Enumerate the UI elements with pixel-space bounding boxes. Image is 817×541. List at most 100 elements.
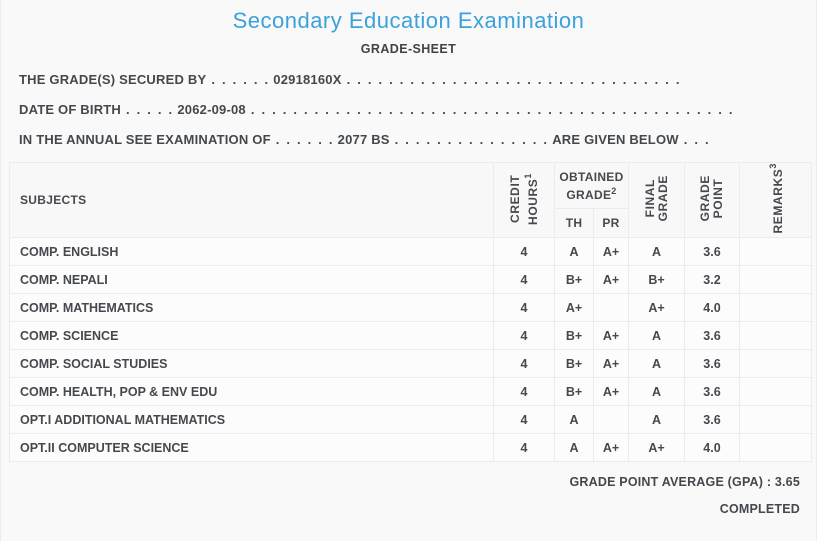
th-grade-cell: B+ <box>554 321 594 350</box>
grades-table-header: SUBJECTS CREDIT HOURS1 OBTAINED GRADE2 FI… <box>9 162 812 238</box>
pr-grade-cell: A+ <box>593 349 629 378</box>
exam-label: IN THE ANNUAL SEE EXAMINATION OF <box>19 132 271 147</box>
page-title: Secondary Education Examination <box>232 8 585 33</box>
dotted-leader: . . . . . . . . . . . . . . . . . . . . … <box>250 102 733 117</box>
info-line-secured-by: THE GRADE(S) SECURED BY . . . . . . 029181… <box>19 72 798 87</box>
exam-tail-label: ARE GIVEN BELOW <box>552 132 679 147</box>
table-row: OPT.II COMPUTER SCIENCE 4 A A+ A+ 4.0 <box>9 433 812 462</box>
pr-grade-cell: A+ <box>593 237 629 266</box>
obtained-grade-column-header: OBTAINED GRADE2 <box>554 162 629 209</box>
pr-grade-cell <box>593 293 629 322</box>
dotted-leader: . . . . . . . . . . . . . . . <box>394 132 548 147</box>
final-grade-cell: A <box>628 377 685 406</box>
info-line-dob: DATE OF BIRTH . . . . . 2062-09-08 . . . . … <box>19 102 798 117</box>
remarks-cell <box>739 433 812 462</box>
info-line-exam-year: IN THE ANNUAL SEE EXAMINATION OF . . . . … <box>19 132 798 147</box>
credit-hours-cell: 4 <box>493 237 555 266</box>
grade-sheet-heading: GRADE-SHEET <box>360 42 457 56</box>
grade-point-cell: 4.0 <box>684 293 740 322</box>
student-info: THE GRADE(S) SECURED BY . . . . . . 029181… <box>19 72 798 147</box>
symbol-number-value: 02918160X <box>273 72 342 87</box>
subject-cell: COMP. SOCIAL STUDIES <box>9 349 494 378</box>
th-subcolumn-header: TH <box>554 208 594 238</box>
subject-cell: COMP. HEALTH, POP & ENV EDU <box>9 377 494 406</box>
grade-point-cell: 3.2 <box>684 265 740 294</box>
pr-grade-cell: A+ <box>593 377 629 406</box>
credit-hours-cell: 4 <box>493 405 555 434</box>
th-grade-cell: A+ <box>554 293 594 322</box>
credit-hours-cell: 4 <box>493 321 555 350</box>
remarks-rotated-label: REMARKS3 <box>767 163 785 234</box>
remarks-cell <box>739 265 812 294</box>
dotted-leader: . . . . . . <box>275 132 333 147</box>
table-row: OPT.I ADDITIONAL MATHEMATICS 4 A A 3.6 <box>9 405 812 434</box>
table-row: COMP. NEPALI 4 B+ A+ B+ 3.2 <box>9 265 812 294</box>
credit-hours-cell: 4 <box>493 433 555 462</box>
th-grade-cell: A <box>554 237 594 266</box>
dotted-leader: . . . . . . <box>211 72 269 87</box>
footnote-2-marker: 2 <box>611 185 617 196</box>
final-grade-cell: A+ <box>628 433 685 462</box>
credit-hours-rotated-label: CREDIT HOURS1 <box>507 172 540 225</box>
th-grade-cell: A <box>554 433 594 462</box>
grade-point-column-header: GRADE POINT <box>684 162 740 238</box>
pr-subcolumn-header: PR <box>593 208 629 238</box>
remarks-cell <box>739 237 812 266</box>
subject-cell: OPT.II COMPUTER SCIENCE <box>9 433 494 462</box>
credit-hours-cell: 4 <box>493 349 555 378</box>
remarks-cell <box>739 293 812 322</box>
grade-point-cell: 3.6 <box>684 377 740 406</box>
grade-point-rotated-label: GRADE POINT <box>698 175 725 222</box>
subject-cell: COMP. ENGLISH <box>9 237 494 266</box>
pr-grade-cell <box>593 405 629 434</box>
remarks-cell <box>739 405 812 434</box>
final-grade-cell: A+ <box>628 293 685 322</box>
remarks-column-header: REMARKS3 <box>739 162 812 238</box>
dotted-leader: . . . . . <box>126 102 173 117</box>
grade-point-cell: 3.6 <box>684 405 740 434</box>
exam-year-value: 2077 BS <box>337 132 390 147</box>
final-grade-cell: B+ <box>628 265 685 294</box>
th-grade-cell: B+ <box>554 377 594 406</box>
subjects-column-header: SUBJECTS <box>9 162 494 238</box>
footnote-1-marker: 1 <box>522 172 533 179</box>
grade-point-cell: 3.6 <box>684 321 740 350</box>
final-grade-cell: A <box>628 349 685 378</box>
dotted-leader: . . . <box>683 132 709 147</box>
pr-grade-cell: A+ <box>593 433 629 462</box>
remarks-cell <box>739 377 812 406</box>
remarks-cell <box>739 349 812 378</box>
table-row: COMP. SCIENCE 4 B+ A+ A 3.6 <box>9 321 812 350</box>
credit-hours-column-header: CREDIT HOURS1 <box>493 162 555 238</box>
pr-grade-cell: A+ <box>593 321 629 350</box>
final-grade-rotated-label: FINAL GRADE <box>642 175 670 222</box>
remarks-cell <box>739 321 812 350</box>
th-grade-cell: B+ <box>554 265 594 294</box>
table-row: COMP. ENGLISH 4 A A+ A 3.6 <box>9 237 812 266</box>
subject-cell: COMP. SCIENCE <box>9 321 494 350</box>
dotted-leader: . . . . . . . . . . . . . . . . . . . . … <box>346 72 680 87</box>
credit-hours-cell: 4 <box>493 265 555 294</box>
subject-cell: COMP. MATHEMATICS <box>9 293 494 322</box>
subject-cell: OPT.I ADDITIONAL MATHEMATICS <box>9 405 494 434</box>
table-row: COMP. HEALTH, POP & ENV EDU 4 B+ A+ A 3.… <box>9 377 812 406</box>
final-grade-cell: A <box>628 321 685 350</box>
grades-table: SUBJECTS CREDIT HOURS1 OBTAINED GRADE2 FI… <box>9 162 812 462</box>
secured-by-label: THE GRADE(S) SECURED BY <box>19 72 207 87</box>
th-grade-cell: A <box>554 405 594 434</box>
grade-point-cell: 4.0 <box>684 433 740 462</box>
credit-hours-cell: 4 <box>493 377 555 406</box>
subject-cell: COMP. NEPALI <box>9 265 494 294</box>
th-grade-cell: B+ <box>554 349 594 378</box>
grade-point-cell: 3.6 <box>684 237 740 266</box>
pr-grade-cell: A+ <box>593 265 629 294</box>
table-row: COMP. SOCIAL STUDIES 4 B+ A+ A 3.6 <box>9 349 812 378</box>
final-grade-column-header: FINAL GRADE <box>628 162 685 238</box>
final-grade-cell: A <box>628 237 685 266</box>
grade-point-cell: 3.6 <box>684 349 740 378</box>
status-completed: COMPLETED <box>719 502 800 516</box>
dob-label: DATE OF BIRTH <box>19 102 122 117</box>
footnote-3-marker: 3 <box>767 163 778 169</box>
final-grade-cell: A <box>628 405 685 434</box>
